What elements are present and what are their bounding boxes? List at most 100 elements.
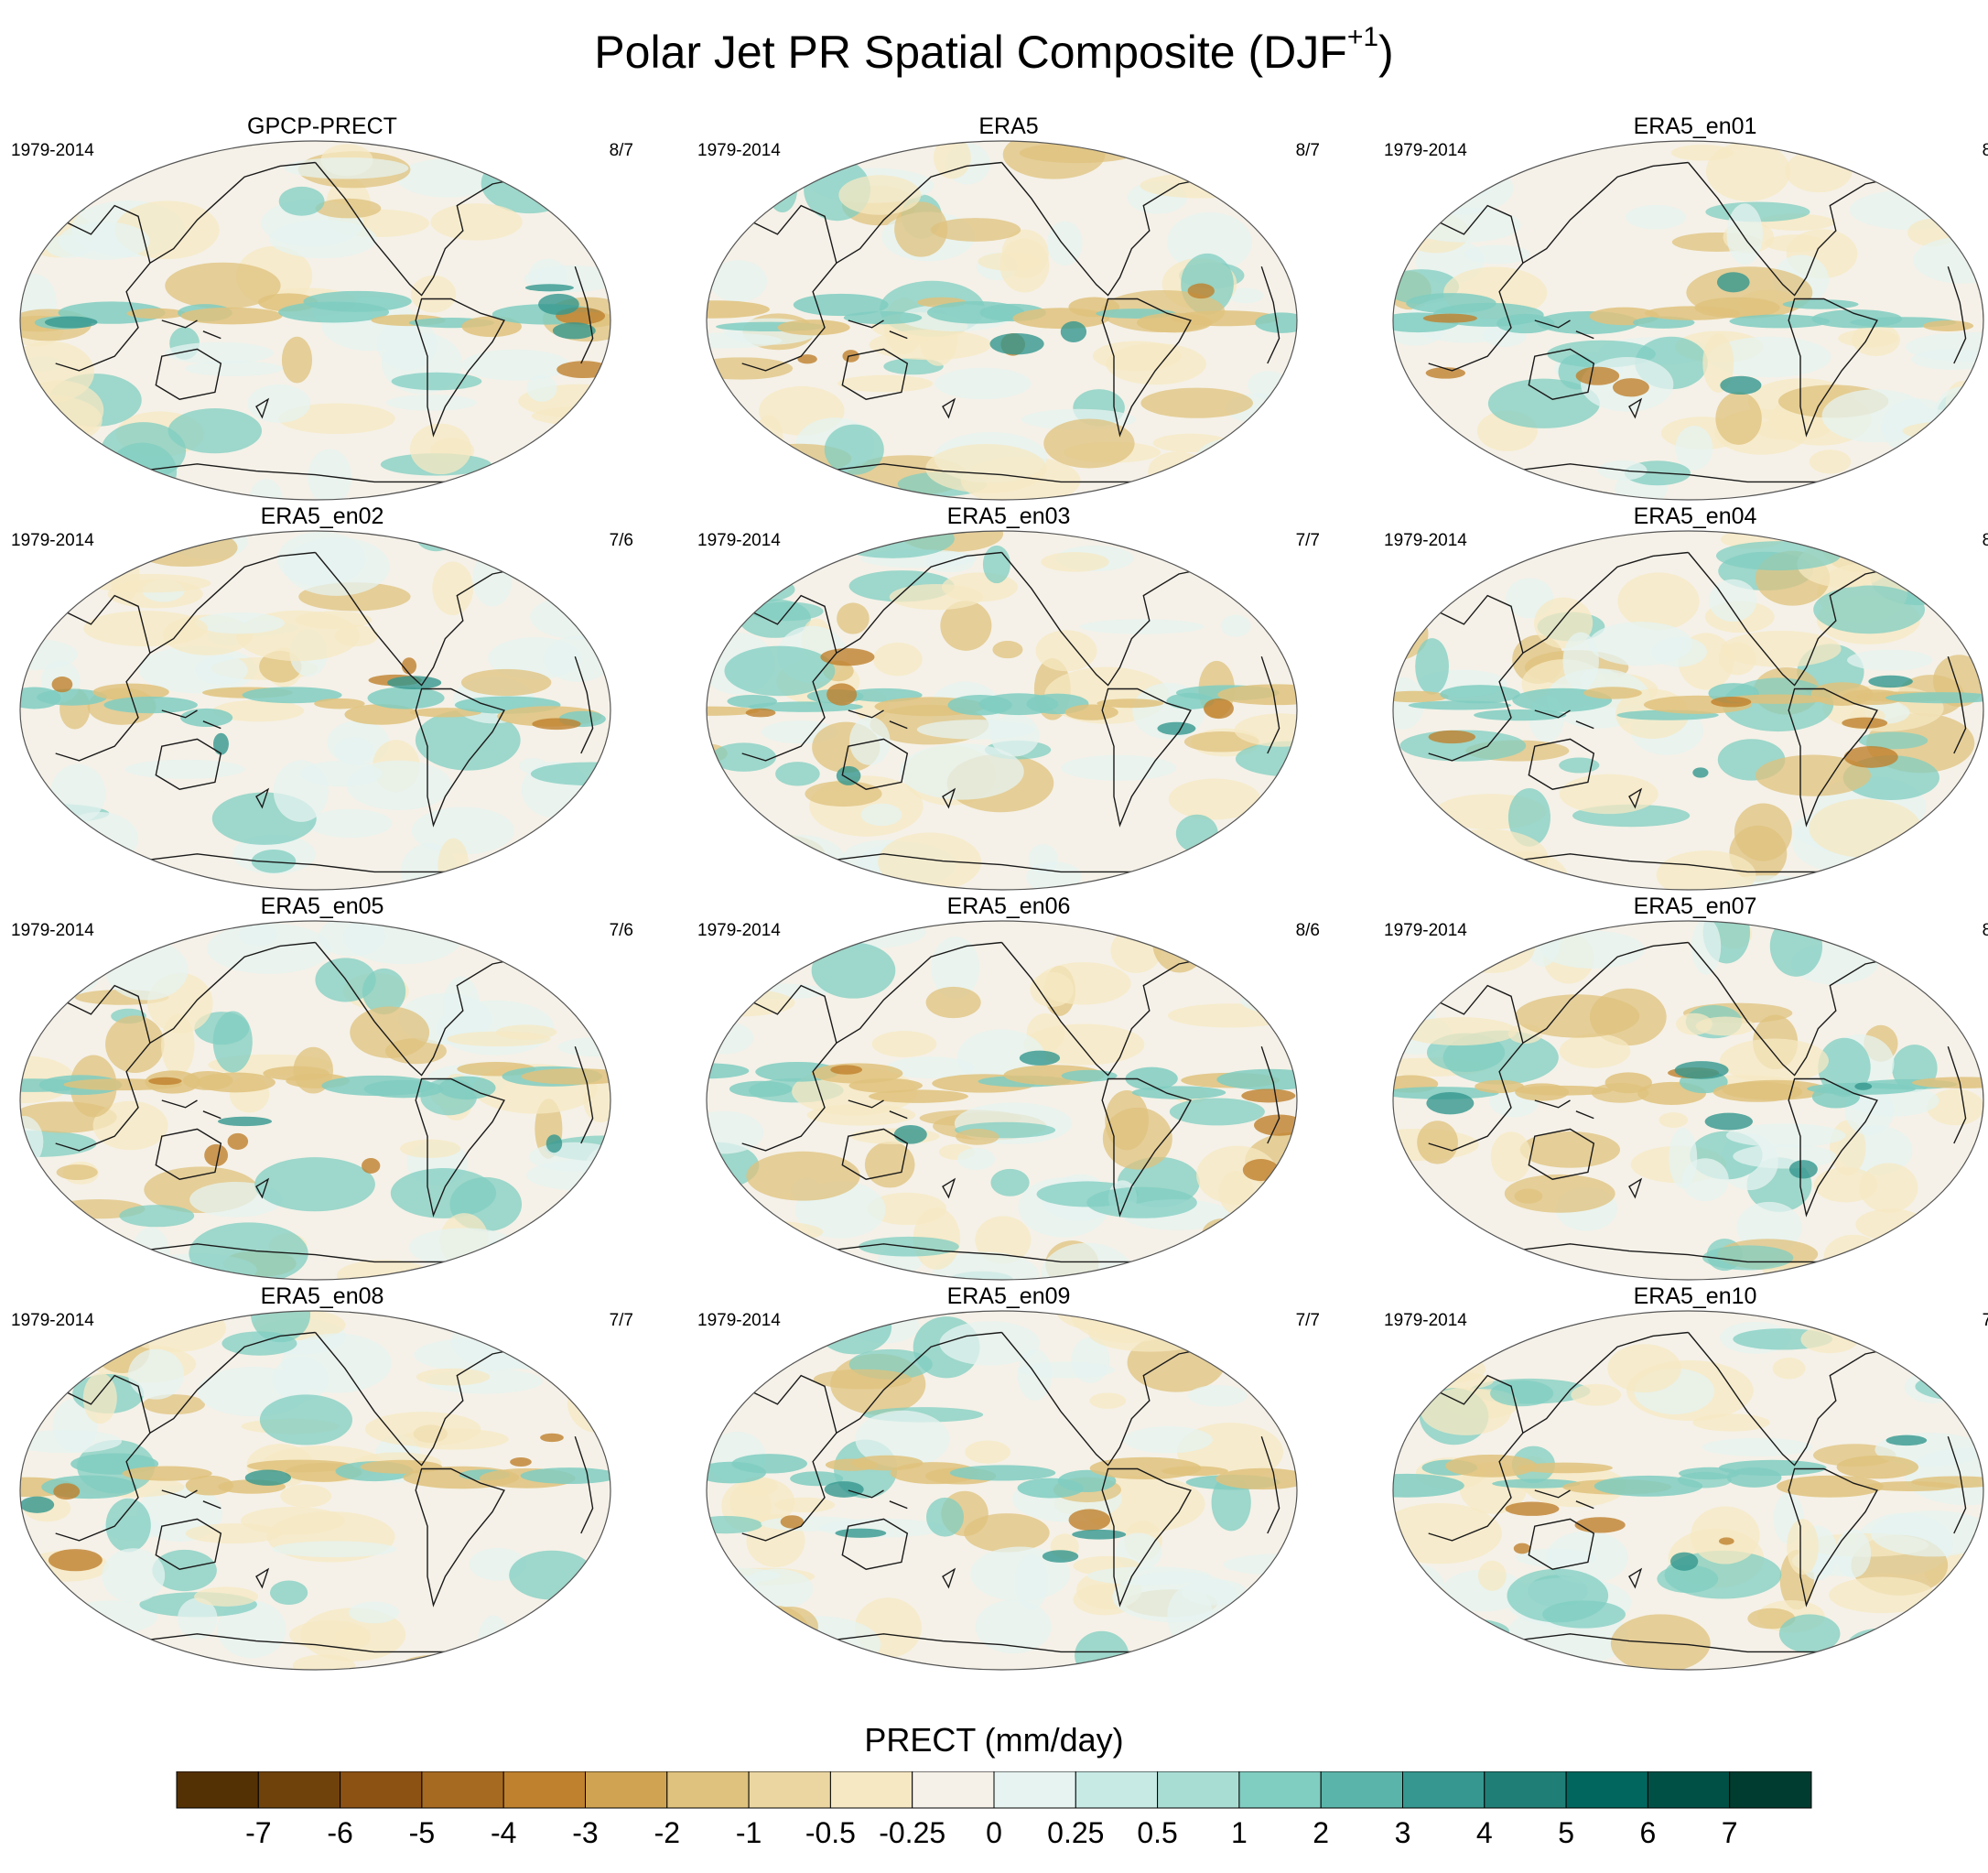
world-map: [706, 530, 1298, 891]
panel-title: ERA5_en07: [1633, 893, 1757, 919]
panel-title: ERA5_en06: [946, 893, 1071, 919]
colorbar-swatch: [748, 1771, 831, 1809]
world-map: [19, 140, 611, 501]
world-map: [19, 1310, 611, 1671]
colorbar-tick-label: -6: [327, 1816, 352, 1849]
map-panel: ERA5_en10 1979-2014 7/7: [1384, 1283, 1988, 1671]
panel-event-count: 7/6: [609, 531, 633, 550]
colorbar-swatch: [176, 1771, 259, 1809]
panel-title: ERA5_en09: [946, 1283, 1071, 1309]
world-map: [1392, 530, 1984, 891]
panel-years: 1979-2014: [697, 1311, 781, 1330]
colorbar-swatch: [502, 1771, 587, 1809]
colorbar-tick-label: -4: [491, 1816, 516, 1849]
panel-title: ERA5: [978, 114, 1039, 139]
colorbar-swatch: [993, 1771, 1076, 1809]
colorbar-swatch: [421, 1771, 504, 1809]
panel-event-count: 8/7: [609, 141, 633, 160]
panel-years: 1979-2014: [1384, 921, 1467, 940]
colorbar-swatch: [1075, 1771, 1159, 1809]
panel-event-count: 8/7: [1982, 141, 1988, 160]
panel-event-count: 7/7: [1295, 531, 1320, 550]
colorbar-swatch: [585, 1771, 668, 1809]
colorbar-swatch: [1320, 1771, 1403, 1809]
panel-years: 1979-2014: [11, 1311, 94, 1330]
colorbar-tick-label: 0: [986, 1816, 1002, 1849]
panel-title: ERA5_en01: [1633, 114, 1757, 139]
colorbar-swatch: [1647, 1771, 1731, 1809]
colorbar-tick-label: 1: [1231, 1816, 1248, 1849]
map-panel: ERA5_en02 1979-2014 7/6: [11, 503, 633, 891]
panel-title: ERA5_en08: [260, 1283, 384, 1309]
colorbar-tick-label: -0.5: [805, 1816, 856, 1849]
colorbar-swatch: [1402, 1771, 1486, 1809]
map-panel: ERA5_en03 1979-2014 7/7: [697, 503, 1320, 891]
panel-event-count: 7/6: [609, 921, 633, 940]
world-map: [19, 920, 611, 1281]
page-title: Polar Jet PR Spatial Composite (DJF+1): [0, 22, 1988, 79]
colorbar-tick-label: 5: [1558, 1816, 1574, 1849]
colorbar-tick-label: 7: [1722, 1816, 1738, 1849]
colorbar-tick-label: 0.25: [1047, 1816, 1104, 1849]
colorbar-swatch: [1157, 1771, 1240, 1809]
title-superscript: +1: [1346, 22, 1379, 53]
colorbar-title: PRECT (mm/day): [864, 1721, 1124, 1759]
panel-years: 1979-2014: [11, 141, 94, 160]
map-panel: ERA5_en08 1979-2014 7/7: [11, 1283, 633, 1671]
map-panel: ERA5_en01 1979-2014 8/7: [1384, 114, 1988, 501]
colorbar-swatch: [912, 1771, 995, 1809]
colorbar-swatch: [1484, 1771, 1567, 1809]
world-map: [1392, 920, 1984, 1281]
world-map: [1392, 140, 1984, 501]
panel-years: 1979-2014: [697, 531, 781, 550]
panel-event-count: 7/7: [1982, 1311, 1988, 1330]
colorbar-tick-label: 4: [1476, 1816, 1493, 1849]
panel-title: ERA5_en02: [260, 503, 384, 529]
map-panel: ERA5_en05 1979-2014 7/6: [11, 893, 633, 1281]
colorbar-swatch: [1729, 1771, 1812, 1809]
panel-title: GPCP-PRECT: [247, 114, 397, 139]
colorbar-tick-label: -2: [654, 1816, 680, 1849]
colorbar-tick-label: 6: [1640, 1816, 1657, 1849]
panel-event-count: 8/8: [1982, 921, 1988, 940]
panel-event-count: 7/7: [609, 1311, 633, 1330]
colorbar-swatch: [257, 1771, 341, 1809]
colorbar-swatch: [1565, 1771, 1648, 1809]
world-map: [706, 1310, 1298, 1671]
colorbar-swatch: [340, 1771, 423, 1809]
panel-years: 1979-2014: [1384, 141, 1467, 160]
colorbar-swatch: [1238, 1771, 1322, 1809]
panel-event-count: 8/7: [1295, 141, 1320, 160]
map-panel: ERA5 1979-2014 8/7: [697, 114, 1320, 501]
colorbar-tick-label: -0.25: [879, 1816, 945, 1849]
colorbar-tick-label: 0.5: [1137, 1816, 1177, 1849]
panel-years: 1979-2014: [697, 141, 781, 160]
panel-years: 1979-2014: [11, 921, 94, 940]
panel-years: 1979-2014: [1384, 1311, 1467, 1330]
world-map: [706, 920, 1298, 1281]
colorbar-tick-label: 3: [1395, 1816, 1411, 1849]
title-close: ): [1378, 27, 1394, 78]
panel-event-count: 7/7: [1295, 1311, 1320, 1330]
panel-years: 1979-2014: [697, 921, 781, 940]
colorbar-swatch: [666, 1771, 750, 1809]
map-panel: ERA5_en04 1979-2014 8/8: [1384, 503, 1988, 891]
title-text: Polar Jet PR Spatial Composite (DJF: [594, 27, 1347, 78]
world-map: [706, 140, 1298, 501]
colorbar-tick-label: -5: [409, 1816, 435, 1849]
panel-title: ERA5_en05: [260, 893, 384, 919]
colorbar-tick-label: 2: [1313, 1816, 1329, 1849]
panel-years: 1979-2014: [11, 531, 94, 550]
world-map: [19, 530, 611, 891]
map-panel: ERA5_en09 1979-2014 7/7: [697, 1283, 1320, 1671]
colorbar-swatch: [829, 1771, 913, 1809]
panel-event-count: 8/6: [1295, 921, 1320, 940]
colorbar: -7 -6 -5 -4 -3 -2 -1 -0.5 -0.25 0 0.25 0.5 1 2 3 4 5 6 7: [176, 1771, 1812, 1849]
colorbar-tick-label: -7: [245, 1816, 271, 1849]
map-panel: ERA5_en07 1979-2014 8/8: [1384, 893, 1988, 1281]
colorbar-tick-label: -1: [736, 1816, 762, 1849]
colorbar-tick-label: -3: [572, 1816, 598, 1849]
panel-title: ERA5_en04: [1633, 503, 1757, 529]
panel-event-count: 8/8: [1982, 531, 1988, 550]
panel-title: ERA5_en03: [946, 503, 1071, 529]
